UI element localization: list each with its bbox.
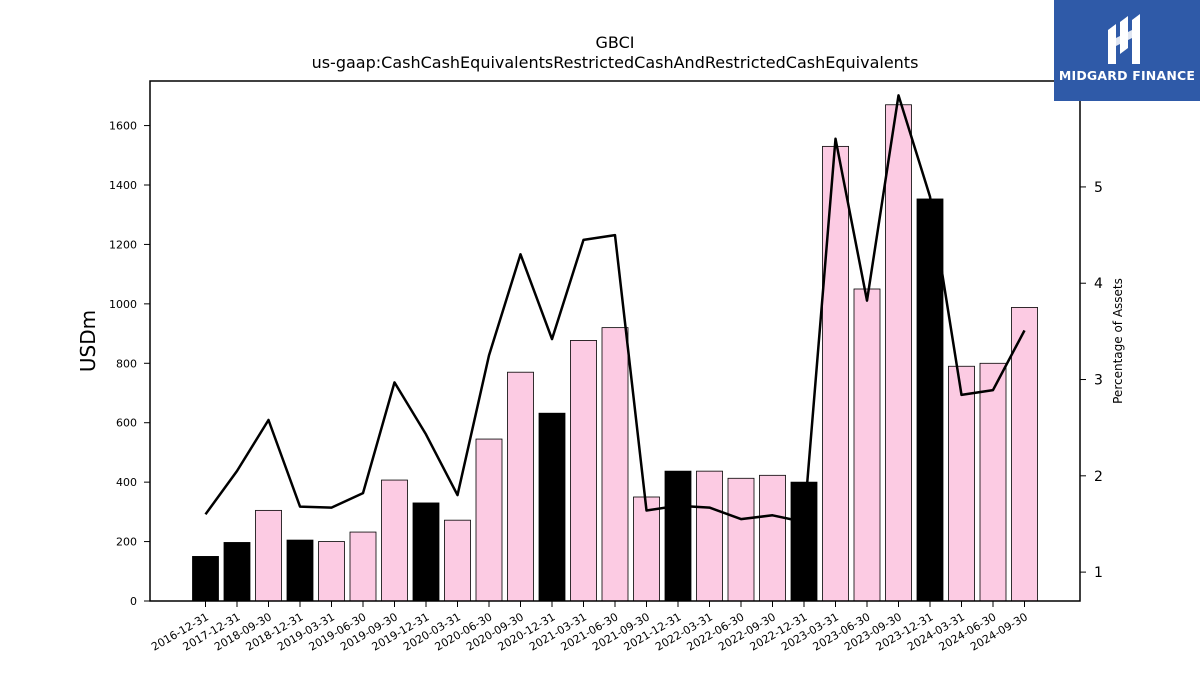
bars-layer: [192, 104, 1038, 602]
bar-2022-03-31: [696, 470, 723, 602]
bar-2018-12-31: [286, 539, 314, 602]
y-tick-label: 400: [116, 476, 137, 489]
bar-2022-09-30: [759, 474, 786, 602]
bar-2021-12-31: [664, 470, 692, 602]
bar-2023-06-30: [853, 288, 881, 602]
bar-2021-06-30: [601, 327, 629, 602]
y-tick-label: 1200: [109, 238, 137, 251]
bar-2022-06-30: [727, 477, 755, 602]
y2-tick-label: 3: [1094, 373, 1103, 389]
bar-2024-06-30: [979, 362, 1007, 602]
bar-2022-12-31: [790, 481, 818, 602]
y-tick-label: 800: [116, 357, 137, 370]
chart-subtitle: us-gaap:CashCashEquivalentsRestrictedCas…: [312, 53, 919, 72]
bar-2023-12-31: [916, 198, 944, 602]
y-tick-label: 1000: [109, 298, 137, 311]
bar-2024-03-31: [948, 365, 975, 602]
y-tick-label: 1600: [109, 120, 137, 133]
bar-2024-09-30: [1011, 307, 1038, 602]
bar-2017-12-31: [223, 542, 251, 602]
y-tick-label: 1400: [109, 179, 137, 192]
bar-2019-06-30: [349, 531, 377, 602]
y2-tick-label: 5: [1094, 180, 1103, 196]
bar-2016-12-31: [192, 556, 219, 602]
y2-tick-label: 2: [1094, 469, 1103, 485]
bar-2021-03-31: [570, 340, 597, 602]
y2-tick-label: 1: [1094, 565, 1103, 581]
bar-2023-09-30: [885, 104, 912, 602]
bar-2019-12-31: [412, 502, 440, 602]
y-tick-label: 600: [116, 417, 137, 430]
bar-2020-12-31: [538, 412, 566, 602]
y2-axis-label: Percentage of Assets: [1111, 278, 1125, 404]
bar-2020-09-30: [507, 371, 534, 602]
y-tick-label: 0: [130, 595, 137, 608]
bar-2023-03-31: [822, 145, 849, 602]
bar-2020-03-31: [444, 519, 471, 602]
midgard-finance-logo-icon: [1108, 14, 1140, 64]
right-axis: 123456: [1080, 84, 1103, 581]
left-axis: 0 200 400 600 800 1000 1200 1400 1600: [109, 120, 150, 608]
bar-2018-09-30: [255, 509, 282, 602]
bar-2020-06-30: [475, 438, 503, 602]
brand-logo: MIDGARD FINANCE: [1054, 0, 1200, 101]
y-axis-label: USDm: [76, 310, 100, 372]
x-axis: 2016-12-312017-12-312018-09-302018-12-31…: [149, 601, 1030, 654]
y2-tick-label: 4: [1094, 276, 1103, 292]
line-layer: [204, 94, 1026, 524]
y-tick-label: 200: [116, 536, 137, 549]
bar-2021-09-30: [633, 496, 660, 602]
brand-name: MIDGARD FINANCE: [1058, 68, 1196, 83]
chart-title: GBCI: [596, 33, 635, 52]
percentage-line: [204, 94, 1026, 524]
bar-2019-09-30: [381, 479, 408, 602]
bar-2019-03-31: [318, 541, 345, 602]
